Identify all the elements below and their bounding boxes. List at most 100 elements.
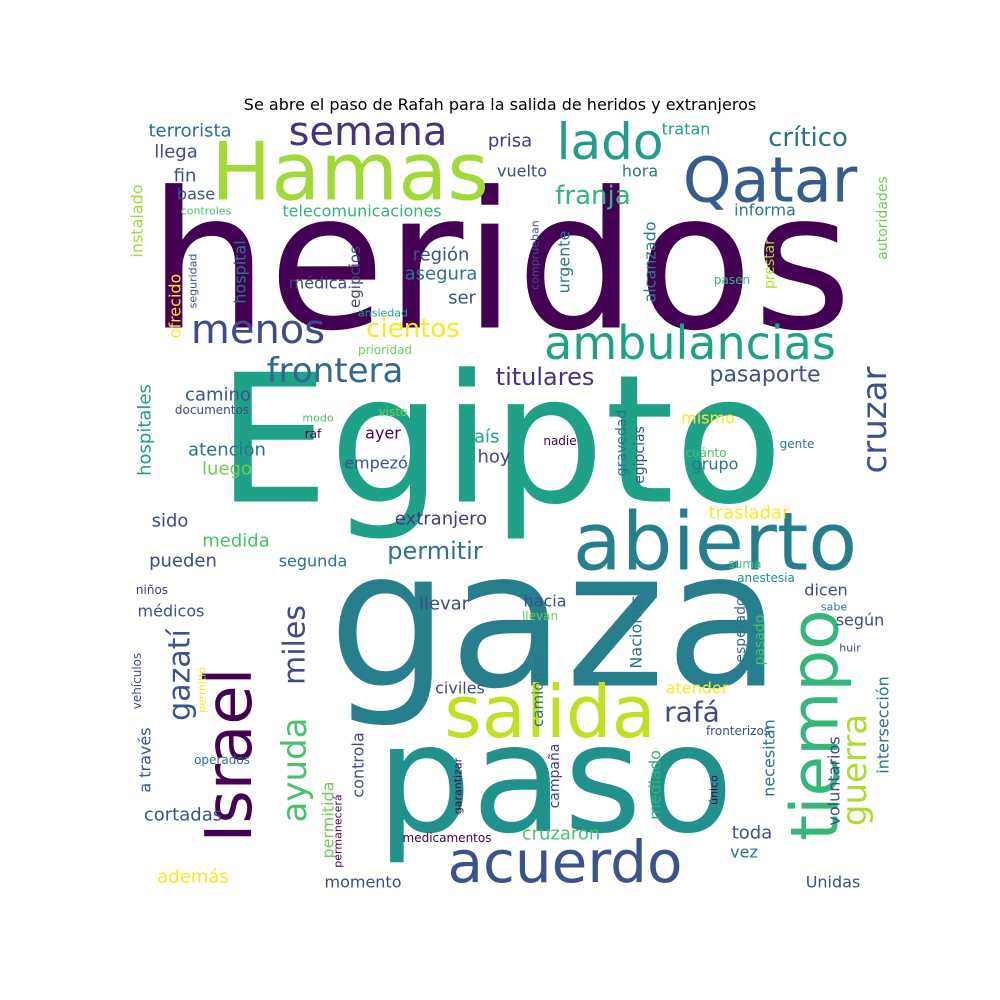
- word-hacia: hacia: [524, 592, 567, 611]
- word-hospital: hospital: [231, 240, 250, 303]
- word-pasado: pasado: [752, 615, 768, 666]
- word-region: región: [413, 245, 470, 266]
- word-titulares: titulares: [496, 363, 595, 391]
- word-grupo: grupo: [692, 455, 739, 474]
- word-unico: único: [708, 775, 721, 805]
- word-acuerdo: acuerdo: [447, 828, 682, 896]
- word-segun: según: [836, 611, 885, 630]
- word-medica: médica: [289, 274, 348, 293]
- word-critico: crítico: [768, 123, 848, 153]
- word-segunda: segunda: [279, 552, 348, 571]
- word-autoridades: autoridades: [875, 176, 891, 259]
- word-ayer: ayer: [365, 424, 401, 443]
- word-vehiculos: vehículos: [130, 653, 144, 710]
- word-seguridad: seguridad: [187, 254, 200, 309]
- word-ademas: además: [157, 867, 228, 888]
- word-trasladar: trasladar: [709, 503, 790, 524]
- word-heridos: heridos: [148, 152, 852, 373]
- word-camiones: camiones: [529, 655, 547, 727]
- word-dicen: dicen: [804, 581, 847, 600]
- word-semana: semana: [289, 109, 448, 155]
- word-sido: sido: [152, 511, 189, 532]
- word-ser: ser: [448, 288, 476, 309]
- word-llevan: llevan: [522, 609, 558, 623]
- word-instalado: instalado: [128, 184, 147, 257]
- word-gente: gente: [780, 437, 815, 451]
- word-abierto: abierto: [573, 496, 857, 589]
- word-paso: paso: [376, 693, 733, 867]
- word-modo: modo: [302, 412, 333, 425]
- word-menos: menos: [191, 307, 325, 353]
- word-permitir: permitir: [387, 537, 483, 565]
- word-rafa: rafá: [664, 696, 720, 729]
- word-permitio: permitió: [196, 667, 209, 713]
- word-ambulancias: ambulancias: [544, 316, 836, 370]
- word-empezo: empezó: [344, 454, 408, 473]
- word-terrorista: terrorista: [148, 121, 231, 142]
- chart-title: Se abre el paso de Rafah para la salida …: [243, 95, 757, 114]
- word-lado: lado: [557, 113, 664, 171]
- word-prisa: prisa: [488, 131, 532, 152]
- word-medida: medida: [202, 531, 270, 552]
- word-operados: operados: [194, 753, 250, 767]
- word-gazati: gazatí: [163, 628, 198, 721]
- word-campana: campaña: [547, 744, 563, 809]
- word-alcanzado: alcanzado: [641, 221, 660, 302]
- word-extranjero: extranjero: [395, 509, 487, 530]
- word-pueden: pueden: [149, 551, 217, 572]
- word-gravedad: gravedad: [614, 410, 630, 476]
- word-salida: salida: [444, 670, 655, 754]
- word-sabe: sabe: [821, 601, 847, 614]
- word-mismo: mismo: [681, 409, 735, 428]
- word-egipcios: egipcios: [346, 246, 364, 308]
- word-base: base: [177, 185, 215, 204]
- word-garantizar: garantizar: [452, 757, 465, 814]
- word-miles: miles: [278, 605, 313, 685]
- word-ninos: niños: [136, 583, 168, 597]
- word-fin: fin: [174, 166, 197, 187]
- word-hoy: hoy: [477, 447, 510, 468]
- word-prioridad: prioridad: [358, 343, 412, 357]
- word-comprueban: comprueban: [529, 220, 542, 289]
- word-ansiedad: ansiedad: [358, 307, 408, 320]
- word-luego: luego: [202, 459, 252, 480]
- word-ayuda: ayuda: [275, 718, 315, 823]
- word-hospitales: hospitales: [135, 384, 156, 476]
- word-gaza: gaza: [328, 510, 781, 731]
- word-medicamentos: medicamentos: [403, 831, 492, 845]
- word-camino: camino: [185, 385, 251, 406]
- word-nadie: nadie: [543, 434, 576, 448]
- word-necesitan: necesitan: [760, 719, 779, 797]
- word-pasaporte: pasaporte: [709, 363, 820, 388]
- word-egipcias: egipcias: [632, 426, 648, 484]
- word-permitida: permitida: [319, 781, 338, 858]
- word-qatar: Qatar: [683, 144, 858, 217]
- word-urgente: urgente: [555, 231, 574, 294]
- word-asegura: asegura: [405, 264, 478, 285]
- word-cientos: cientos: [366, 314, 460, 344]
- word-controla: controla: [349, 732, 368, 797]
- word-atencion: atención: [188, 440, 266, 461]
- word-huir: huir: [839, 642, 861, 655]
- word-anestesia: anestesia: [737, 571, 795, 585]
- word-cruzaron: cruzaron: [522, 824, 601, 845]
- word-hora: hora: [622, 162, 658, 181]
- word-momento: momento: [324, 873, 401, 892]
- word-cortadas: cortadas: [144, 805, 222, 826]
- word-tiempo: tiempo: [777, 609, 854, 840]
- word-llevar: llevar: [419, 594, 470, 615]
- word-llega: llega: [154, 142, 198, 163]
- word-tratan: tratan: [662, 120, 711, 139]
- word-franja: franja: [555, 181, 630, 211]
- word-civiles: civiles: [435, 679, 485, 698]
- word-fronterizos: fronterizos: [706, 724, 770, 738]
- word-pasen: pasen: [714, 273, 750, 287]
- word-naciones: Naciones: [627, 595, 646, 668]
- word-israel: Israel: [193, 668, 267, 843]
- word-telecomunicaciones: telecomunicaciones: [282, 202, 441, 221]
- word-ofrecido: ofrecido: [166, 274, 185, 339]
- word-informa: informa: [734, 201, 796, 220]
- word-egipto: Egipto: [217, 337, 784, 544]
- word-vuelto: vuelto: [497, 162, 547, 181]
